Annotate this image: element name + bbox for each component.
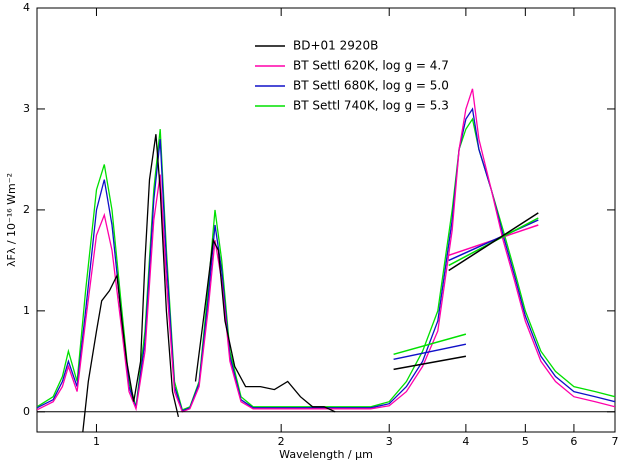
legend-label: BD+01 2920B bbox=[293, 39, 378, 53]
x-tick-label: 1 bbox=[93, 435, 100, 448]
x-tick-label: 7 bbox=[612, 435, 619, 448]
y-tick-label: 3 bbox=[23, 102, 30, 115]
photometry-line bbox=[448, 212, 539, 272]
x-tick-label: 4 bbox=[462, 435, 469, 448]
plot-frame bbox=[36, 7, 616, 433]
spectrum-line bbox=[37, 117, 615, 411]
photometry-line bbox=[393, 355, 467, 371]
legend-label: BT Settl 740K, log g = 5.3 bbox=[293, 99, 449, 113]
photometry-line bbox=[393, 343, 467, 361]
photometry-line bbox=[448, 219, 539, 262]
photometry-line bbox=[393, 333, 467, 356]
x-tick-label: 3 bbox=[386, 435, 393, 448]
y-tick-label: 1 bbox=[23, 304, 30, 317]
spectrum-line bbox=[37, 107, 615, 412]
legend-label: BT Settl 620K, log g = 4.7 bbox=[293, 59, 449, 73]
spectrum-line bbox=[37, 88, 615, 413]
y-axis-label: λFλ / 10⁻¹⁶ Wm⁻² bbox=[5, 173, 18, 267]
y-tick-label: 2 bbox=[23, 203, 30, 216]
y-tick-label: 4 bbox=[23, 1, 30, 14]
x-tick-label: 2 bbox=[278, 435, 285, 448]
spectrum-line bbox=[82, 134, 336, 432]
x-tick-label: 6 bbox=[570, 435, 577, 448]
x-tick-label: 5 bbox=[522, 435, 529, 448]
x-axis-label: Wavelength / μm bbox=[279, 448, 373, 461]
plot-area bbox=[37, 88, 615, 432]
legend-label: BT Settl 680K, log g = 5.0 bbox=[293, 79, 449, 93]
y-tick-label: 0 bbox=[23, 405, 30, 418]
